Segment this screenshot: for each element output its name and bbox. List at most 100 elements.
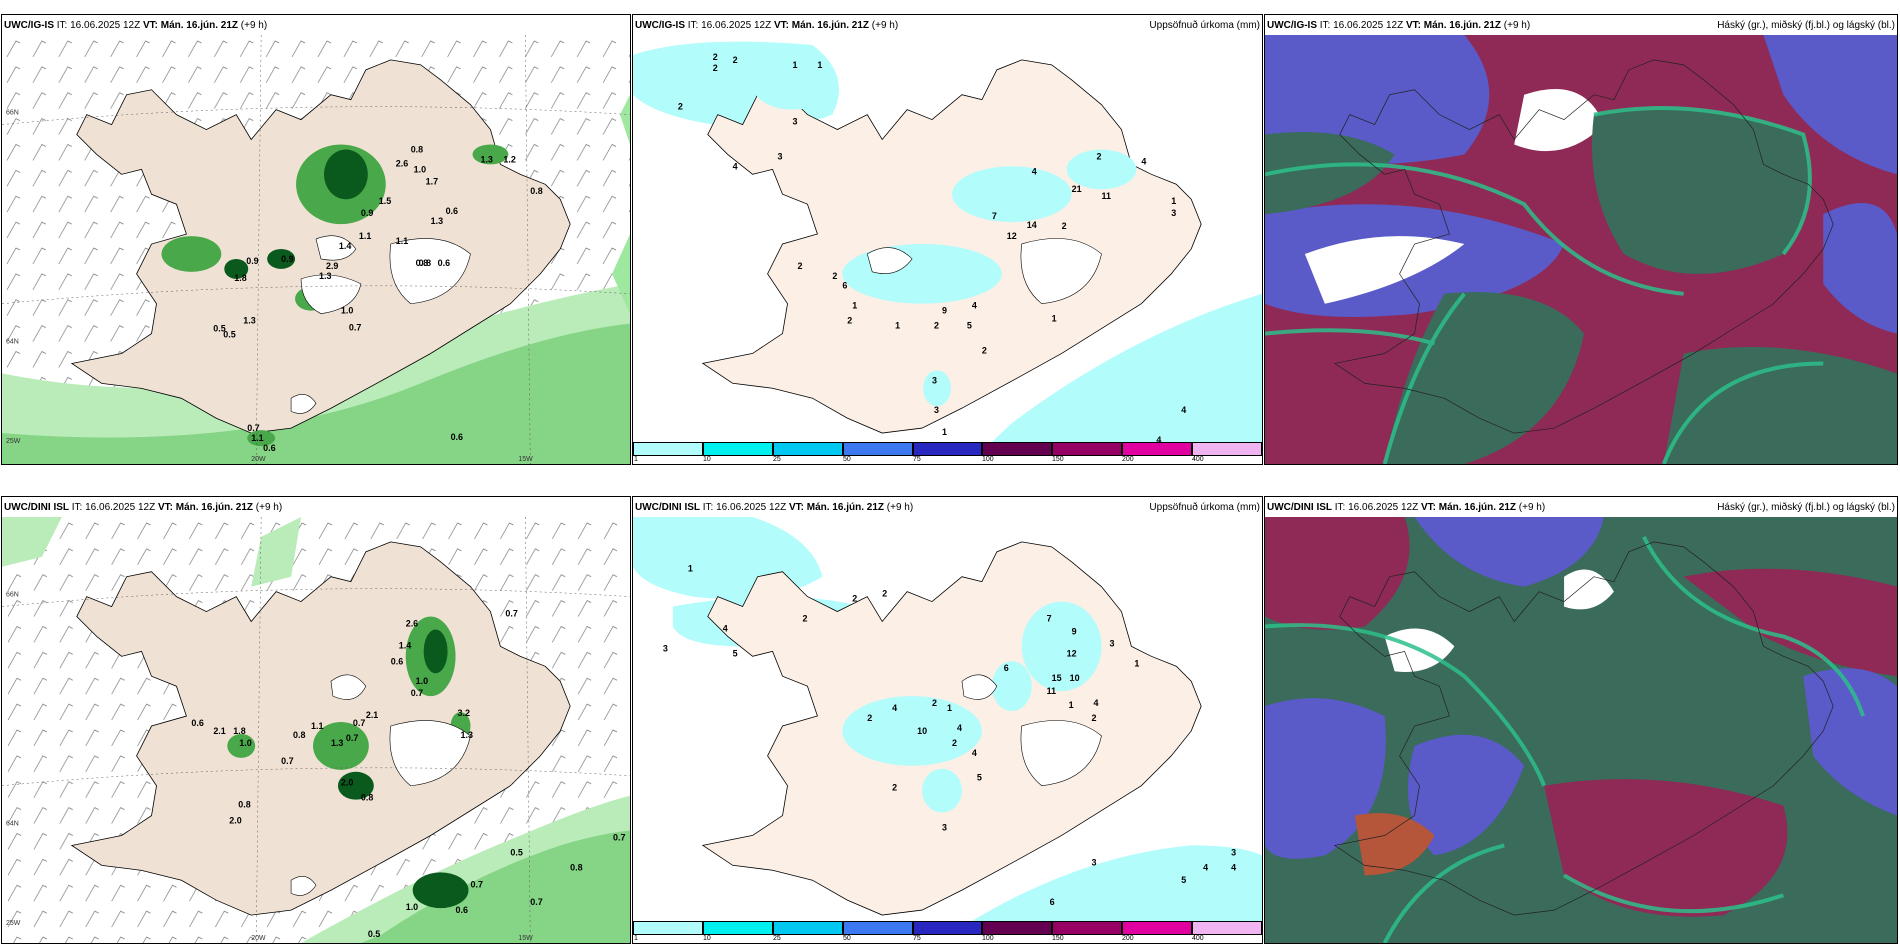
precip-value: 0.7 xyxy=(346,733,358,743)
accum-value: 7 xyxy=(1047,613,1052,623)
vt-value: Mán. 16.jún. 21Z xyxy=(806,502,884,513)
accum-value: 2 xyxy=(882,589,887,599)
accum-area xyxy=(971,845,1262,921)
accum-value: 2 xyxy=(797,261,802,271)
colorbar-swatch xyxy=(1192,921,1262,935)
clear-sky xyxy=(1514,89,1604,152)
precip-value: 1.1 xyxy=(359,231,371,241)
map-description: Háský (gr.), miðský (fj.bl.) og lágský (… xyxy=(1717,20,1895,31)
accum-value: 11 xyxy=(1047,686,1056,696)
accum-value: 1 xyxy=(942,427,947,437)
accum-value: 2 xyxy=(867,713,872,723)
precip-band-east xyxy=(612,94,630,314)
colorbar: 1 10 25 50 75 100 150 200 400 xyxy=(633,442,1262,464)
accum-value: 7 xyxy=(992,211,997,221)
precip-value: 1.4 xyxy=(339,241,351,251)
accum-value: 3 xyxy=(778,151,783,161)
panel-cloud-igis: UWC/IG-IS IT: 16.06.2025 12Z VT: Mán. 16… xyxy=(1264,14,1898,465)
precip-value: 0.7 xyxy=(349,323,361,333)
iceland-coast xyxy=(1333,541,1834,916)
panel-cloud-dini: UWC/DINI ISL IT: 16.06.2025 12Z VT: Mán.… xyxy=(1264,496,1898,944)
colorbar-tick: 10 xyxy=(703,456,711,463)
precip-value: 3.2 xyxy=(458,708,470,718)
precip-band-light xyxy=(2,517,62,567)
graticule xyxy=(2,517,630,943)
map-precip: 66N 64N 25W 20W 15W 0.8 2.6 1.0 0.9 1.3 … xyxy=(2,35,630,464)
precip-value: 1.0 xyxy=(406,902,418,912)
glacier xyxy=(290,394,317,414)
accum-value: 9 xyxy=(1072,626,1077,636)
accum-value: 2 xyxy=(932,698,937,708)
accum-value: 2 xyxy=(847,316,852,326)
accum-value: 1 xyxy=(1134,658,1139,668)
colorbar-swatch xyxy=(1052,442,1123,456)
accum-value: 6 xyxy=(1004,663,1009,673)
map-canvas: 66N 64N 25W 20W 15W 0.7 2.6 1.4 0.6 1.0 … xyxy=(2,517,630,943)
accum-value: 4 xyxy=(1231,862,1236,872)
precip-value: 0.9 xyxy=(361,208,373,218)
glacier-vatnajokull xyxy=(1020,238,1102,304)
clear-sky xyxy=(1304,236,1465,304)
map-cloud xyxy=(1265,517,1897,943)
vt-label: VT: xyxy=(1420,502,1436,513)
precip-value: 1.3 xyxy=(431,216,443,226)
accum-value: 5 xyxy=(977,773,982,783)
precip-value: 0.8 xyxy=(416,258,428,268)
lat-label: 64N xyxy=(6,339,19,346)
precip-value: 0.7 xyxy=(247,423,259,433)
cloud-low-layer xyxy=(1763,35,1897,175)
lon-label: 20W xyxy=(251,935,266,942)
cloud-contours xyxy=(1265,106,1824,464)
precip-value: 2.0 xyxy=(229,816,241,826)
precip-cell-heavy xyxy=(224,258,249,279)
accum-value: 1 xyxy=(852,301,857,311)
accum-value: 2 xyxy=(713,52,718,62)
precip-cell xyxy=(227,733,256,758)
accum-labels-bottom: 1 3 4 5 2 2 2 7 9 3 12 6 15 10 11 1 1 4 … xyxy=(663,564,1236,907)
model-name: UWC/DINI ISL xyxy=(4,502,69,513)
colorbar-tick: 50 xyxy=(843,935,851,942)
accum-value: 4 xyxy=(1094,698,1099,708)
cloud-mid-layer xyxy=(1683,568,1897,677)
vt-value: Mán. 16.jún. 21Z xyxy=(175,502,253,513)
colorbar-tick: 75 xyxy=(913,456,921,463)
accum-value: 4 xyxy=(1141,156,1146,166)
accum-value: 12 xyxy=(1067,648,1077,658)
vt-label: VT: xyxy=(788,502,804,513)
precip-value: 2.1 xyxy=(213,726,225,736)
colorbar-swatch xyxy=(842,921,913,935)
accum-value: 2 xyxy=(678,102,683,112)
precip-value: 0.5 xyxy=(368,929,380,939)
precip-value: 0.7 xyxy=(530,897,542,907)
accum-value: 6 xyxy=(842,281,847,291)
lead-time: (+9 h) xyxy=(886,502,914,513)
glacier xyxy=(290,876,317,896)
accum-value: 1 xyxy=(817,60,822,70)
precip-band-light xyxy=(251,517,302,587)
precip-value: 0.8 xyxy=(238,800,250,810)
vt-label: VT: xyxy=(1405,20,1421,31)
lat-label: 66N xyxy=(6,110,19,117)
map-description: Uppsöfnuð úrkoma (mm) xyxy=(1149,20,1260,31)
precip-value: 0.5 xyxy=(213,324,225,334)
precip-value: 1.1 xyxy=(311,721,323,731)
lon-label: 25W xyxy=(6,438,21,445)
accum-value: 1 xyxy=(792,60,797,70)
lead-time: (+9 h) xyxy=(1503,20,1531,31)
colorbar-tick: 100 xyxy=(982,456,994,463)
lat-label: 64N xyxy=(6,821,19,828)
precip-value: 2.1 xyxy=(366,710,378,720)
accum-labels-top: 2 2 2 1 1 2 3 4 3 4 2 4 21 11 7 14 12 2 … xyxy=(678,52,1186,442)
vt-value: Mán. 16.jún. 21Z xyxy=(791,20,869,31)
precip-band-mid xyxy=(2,323,630,464)
vt-value: Mán. 16.jún. 21Z xyxy=(160,20,238,31)
glacier xyxy=(300,274,362,315)
map-canvas xyxy=(1265,35,1897,464)
colorbar-tick: 200 xyxy=(1122,456,1134,463)
vt-value: Mán. 16.jún. 21Z xyxy=(1423,20,1501,31)
map-cloud xyxy=(1265,35,1897,464)
glacier xyxy=(315,235,357,261)
accum-value: 5 xyxy=(1181,875,1186,885)
accum-value: 1 xyxy=(1171,196,1176,206)
it-label: IT: xyxy=(702,502,714,513)
